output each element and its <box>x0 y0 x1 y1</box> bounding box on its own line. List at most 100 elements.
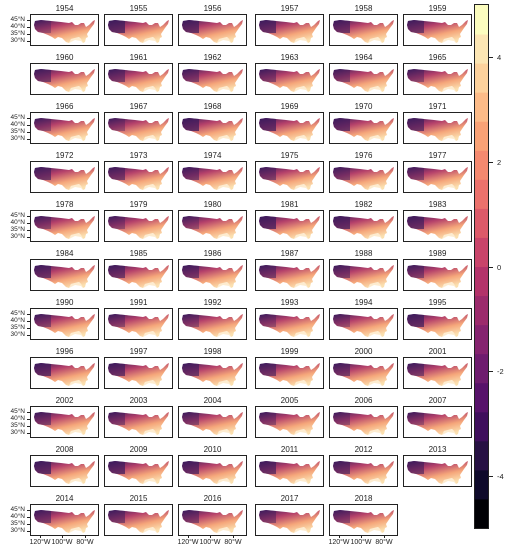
latitude-label: 30°N <box>10 135 25 142</box>
map-frame <box>30 14 99 46</box>
us-map <box>182 167 243 190</box>
panel-year-label: 2012 <box>354 445 373 454</box>
latitude-tick <box>27 426 30 427</box>
west-region-shade <box>34 167 51 180</box>
us-map-shape <box>108 118 169 141</box>
map-panel-2011: 2011 <box>255 444 324 487</box>
gulf-region-shade <box>294 233 308 239</box>
map-panel-1996: 1996 <box>30 346 99 389</box>
gulf-region-shade <box>69 478 83 484</box>
longitude-tick <box>210 535 211 538</box>
map-panel-1959: 1959 <box>403 3 472 46</box>
gulf-region-shade <box>368 478 382 484</box>
map-panel-1981: 1981 <box>255 199 324 242</box>
legend-value-label: -2 <box>497 367 504 377</box>
west-region-shade <box>259 314 276 327</box>
us-map-shape <box>108 314 169 337</box>
map-panel-2000: 2000 <box>329 346 398 389</box>
west-region-shade <box>333 510 350 523</box>
latitude-tick <box>27 433 30 434</box>
us-map-shape <box>407 412 468 435</box>
latitude-tick <box>27 216 30 217</box>
map-frame <box>403 406 472 438</box>
us-map-shape <box>34 20 95 43</box>
panel-year-label: 2002 <box>55 396 74 405</box>
us-map <box>259 461 320 484</box>
panel-year-label: 1996 <box>55 347 74 356</box>
us-map <box>108 118 169 141</box>
map-panel-1971: 1971 <box>403 101 472 144</box>
latitude-label: 45°N <box>10 408 25 415</box>
map-panel-2001: 2001 <box>403 346 472 389</box>
us-map-shape <box>259 412 320 435</box>
longitude-tick <box>233 535 234 538</box>
west-region-shade <box>407 118 424 131</box>
gulf-region-shade <box>143 380 157 386</box>
us-map-shape <box>182 510 243 533</box>
latitude-label: 30°N <box>10 527 25 534</box>
panel-year-label: 2010 <box>203 445 222 454</box>
us-map <box>259 69 320 92</box>
west-region-shade <box>259 216 276 229</box>
map-panel-1998: 1998 <box>178 346 247 389</box>
map-panel-1954: 1954 <box>30 3 99 46</box>
map-panel-2005: 2005 <box>255 395 324 438</box>
west-region-shade <box>108 167 125 180</box>
longitude-tick <box>40 535 41 538</box>
gulf-region-shade <box>442 478 456 484</box>
west-region-shade <box>108 412 125 425</box>
panel-year-label: 1976 <box>354 151 373 160</box>
us-map <box>182 20 243 43</box>
panel-year-label: 1956 <box>203 4 222 13</box>
panel-year-label: 2014 <box>55 494 74 503</box>
west-region-shade <box>407 314 424 327</box>
us-map <box>108 216 169 239</box>
latitude-tick <box>27 34 30 35</box>
map-frame <box>178 357 247 389</box>
west-region-shade <box>333 461 350 474</box>
map-frame <box>104 357 173 389</box>
map-frame <box>329 259 398 291</box>
us-map <box>259 363 320 386</box>
us-map <box>34 167 95 190</box>
longitude-label: 80°W <box>224 539 242 546</box>
west-region-shade <box>182 167 199 180</box>
map-frame <box>403 112 472 144</box>
west-region-shade <box>407 363 424 376</box>
panel-year-label: 1964 <box>354 53 373 62</box>
west-region-shade <box>108 20 125 33</box>
panel-year-label: 1965 <box>428 53 447 62</box>
map-frame <box>329 504 398 536</box>
us-map <box>34 461 95 484</box>
latitude-tick <box>27 328 30 329</box>
gulf-region-shade <box>294 380 308 386</box>
map-panel-1966: 1966 <box>30 101 99 144</box>
gulf-region-shade <box>442 282 456 288</box>
longitude-tick <box>188 535 189 538</box>
us-map <box>333 20 394 43</box>
map-frame <box>104 308 173 340</box>
map-panel-1995: 1995 <box>403 297 472 340</box>
map-panel-1997: 1997 <box>104 346 173 389</box>
us-map-shape <box>333 314 394 337</box>
us-map <box>407 167 468 190</box>
latitude-tick <box>27 41 30 42</box>
west-region-shade <box>407 461 424 474</box>
map-frame <box>30 455 99 487</box>
latitude-label: 45°N <box>10 114 25 121</box>
panel-year-label: 1997 <box>129 347 148 356</box>
map-frame <box>104 504 173 536</box>
west-region-shade <box>108 363 125 376</box>
west-region-shade <box>333 363 350 376</box>
map-panel-1976: 1976 <box>329 150 398 193</box>
map-frame <box>329 308 398 340</box>
gulf-region-shade <box>368 527 382 533</box>
map-panel-1999: 1999 <box>255 346 324 389</box>
longitude-label: 120°W <box>177 539 199 546</box>
legend-color-band <box>475 92 488 122</box>
west-region-shade <box>333 69 350 82</box>
map-panel-2008: 2008 <box>30 444 99 487</box>
panel-year-label: 1992 <box>203 298 222 307</box>
us-map <box>259 167 320 190</box>
map-panel-1987: 1987 <box>255 248 324 291</box>
